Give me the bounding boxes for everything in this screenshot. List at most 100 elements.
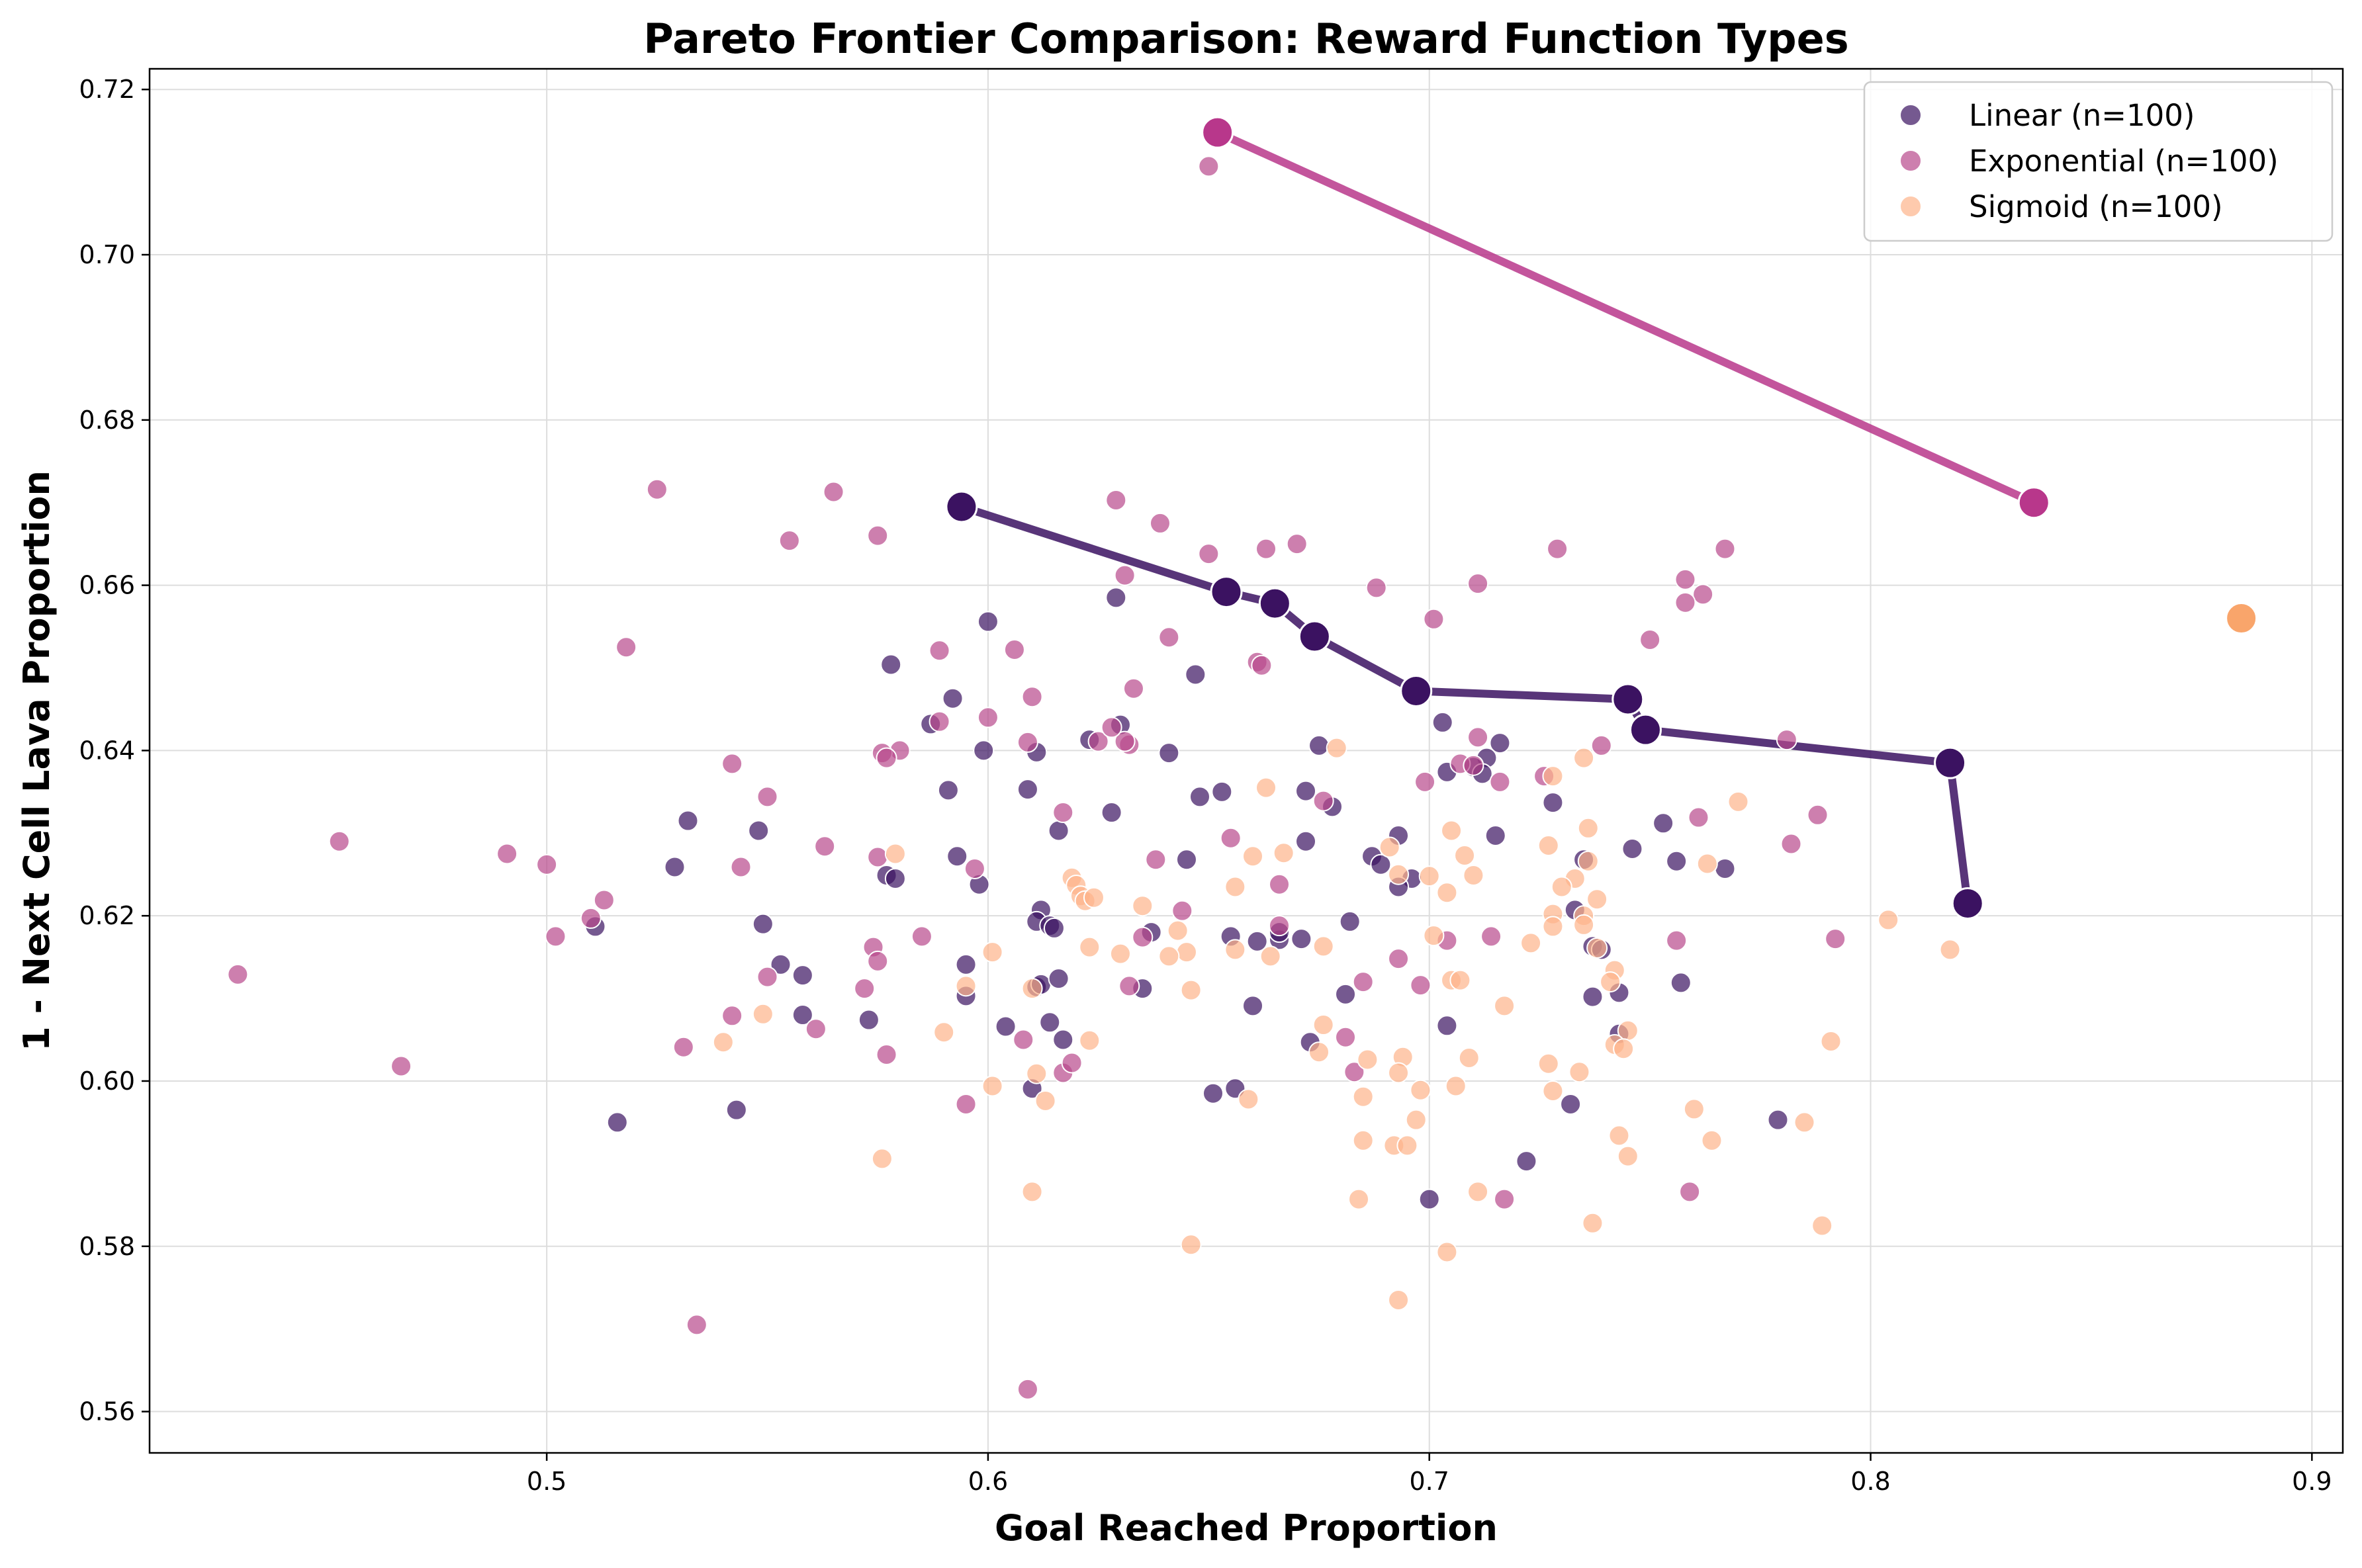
- scatter-point: [1807, 804, 1829, 826]
- scatter-point: [328, 830, 350, 852]
- scatter-point: [686, 1314, 707, 1336]
- scatter-point: [1542, 765, 1564, 787]
- scatter-point: [1158, 945, 1180, 967]
- frontier-point: [1951, 887, 1984, 920]
- scatter-point: [1410, 1079, 1431, 1101]
- scatter-point: [1666, 850, 1688, 872]
- scatter-point: [677, 810, 699, 832]
- scatter-point: [981, 1075, 1003, 1097]
- scatter-point: [1286, 533, 1308, 555]
- y-tick-label: 0.58: [79, 1232, 135, 1261]
- scatter-point: [876, 1044, 897, 1066]
- scatter-point: [1573, 747, 1595, 769]
- scatter-point: [1021, 1181, 1043, 1203]
- scatter-point: [1441, 820, 1463, 842]
- scatter-point: [1714, 538, 1736, 560]
- scatter-point: [1013, 1029, 1034, 1051]
- scatter-point: [1079, 936, 1101, 958]
- scatter-point: [1458, 1047, 1480, 1068]
- scatter-point: [823, 481, 844, 503]
- scatter-point: [1335, 1026, 1357, 1048]
- scatter-point: [1480, 926, 1502, 947]
- scatter-point: [1520, 932, 1542, 954]
- scatter-point: [1312, 936, 1334, 957]
- y-tick-label: 0.70: [79, 240, 135, 269]
- scatter-point: [1114, 730, 1136, 752]
- scatter-point: [867, 950, 889, 972]
- scatter-point: [1542, 916, 1564, 937]
- scatter-point: [955, 975, 977, 997]
- scatter-point: [792, 1004, 813, 1026]
- scatter-point: [1467, 726, 1489, 748]
- scatter-point: [1878, 909, 1899, 931]
- scatter-point: [1701, 1129, 1723, 1151]
- scatter-point: [1577, 850, 1599, 872]
- x-tick-label: 0.9: [2292, 1467, 2332, 1496]
- y-axis-label: 1 - Next Cell Lava Proportion: [16, 470, 58, 1051]
- scatter-point: [1202, 1082, 1224, 1104]
- legend-box: [1863, 81, 2334, 242]
- scatter-point: [1679, 1181, 1701, 1203]
- scatter-point: [1083, 887, 1105, 908]
- scatter-point: [1189, 786, 1210, 808]
- scatter-point: [1714, 857, 1736, 879]
- scatter-point: [721, 753, 743, 775]
- scatter-point: [933, 1022, 955, 1043]
- scatter-point: [1048, 820, 1069, 842]
- scatter-point: [964, 857, 985, 879]
- scatter-point: [1357, 1049, 1379, 1070]
- scatter-point: [1670, 972, 1692, 994]
- scatter-point: [1220, 827, 1242, 849]
- frontier-point: [1298, 620, 1331, 653]
- grid-lines: [150, 69, 2343, 1453]
- scatter-point: [1489, 732, 1511, 754]
- frontier-point: [1258, 587, 1291, 620]
- y-tick-label: 0.64: [79, 736, 135, 765]
- scatter-point: [1551, 876, 1572, 898]
- scatter-point: [867, 846, 889, 868]
- scatter-point: [1087, 730, 1109, 752]
- scatter-point: [1370, 853, 1392, 875]
- scatter-point: [1780, 833, 1802, 855]
- scatter-point: [1617, 1145, 1639, 1167]
- scatter-point: [1175, 849, 1197, 871]
- scatter-point: [1388, 948, 1410, 970]
- frontier-point: [2225, 602, 2258, 635]
- scatter-point: [1379, 836, 1400, 858]
- scatter-point: [1820, 1031, 1842, 1053]
- scatter-point: [1291, 928, 1312, 950]
- scatter-point: [1343, 1061, 1365, 1083]
- y-tick-label: 0.66: [79, 571, 135, 600]
- scatter-point: [1542, 792, 1564, 814]
- scatter-point: [1352, 971, 1374, 993]
- scatter-point: [1577, 817, 1599, 839]
- scatter-point: [858, 1009, 880, 1031]
- scatter-point: [1454, 845, 1476, 867]
- frontier-point: [2017, 486, 2050, 519]
- scatter-point: [1776, 729, 1797, 751]
- scatter-point: [1688, 806, 1709, 828]
- scatter-point: [1794, 1111, 1815, 1133]
- scatter-point: [1939, 939, 1961, 961]
- scatter-point: [545, 926, 567, 947]
- scatter-point: [1308, 1041, 1330, 1063]
- scatter-point: [1105, 489, 1127, 511]
- scatter-point: [1061, 1052, 1083, 1074]
- scatter-point: [1122, 677, 1144, 699]
- scatter-point: [615, 636, 637, 658]
- scatter-point: [496, 843, 518, 865]
- scatter-point: [1365, 577, 1387, 599]
- scatter-point: [1696, 853, 1718, 875]
- scatter-point: [1312, 1014, 1334, 1036]
- scatter-point: [1312, 790, 1334, 812]
- scatter-point: [1021, 978, 1043, 1000]
- scatter-point: [752, 1003, 774, 1025]
- scatter-point: [1431, 711, 1453, 733]
- frontier-point: [1629, 713, 1662, 746]
- scatter-point: [1003, 639, 1025, 661]
- scatter-point: [1582, 986, 1604, 1008]
- scatter-point: [1582, 1212, 1604, 1234]
- scatter-point: [973, 740, 995, 762]
- scatter-point: [1259, 945, 1281, 967]
